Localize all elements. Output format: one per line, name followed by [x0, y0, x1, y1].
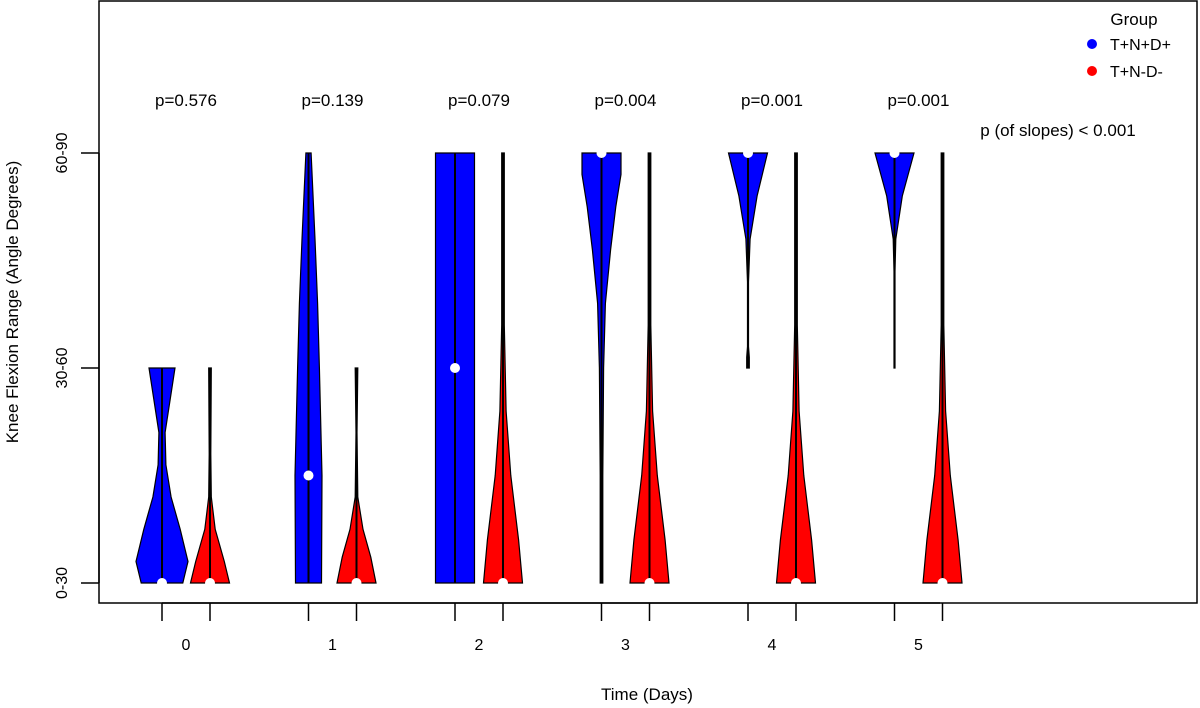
median-point [743, 148, 753, 158]
median-point [498, 578, 508, 588]
x-axis: 0 1 2 3 4 5 [161, 602, 944, 654]
legend-label: T+N-D- [1110, 64, 1163, 81]
median-point [596, 148, 607, 158]
p-value-label: p=0.576 [155, 91, 217, 110]
x-tick-label: 1 [328, 637, 337, 654]
legend: Group T+N+D+ T+N-D- [1087, 10, 1171, 81]
legend-label: T+N+D+ [1110, 37, 1171, 54]
median-point [791, 578, 801, 588]
median-point [937, 578, 948, 588]
median-point [889, 148, 900, 158]
median-point [303, 470, 314, 481]
p-value-label: p=0.001 [888, 91, 950, 110]
x-tick-label: 4 [768, 637, 777, 654]
violins-layer [135, 148, 963, 588]
p-value-label: p=0.004 [595, 91, 657, 110]
y-axis-title: Knee Flexion Range (Angle Degrees) [3, 161, 22, 444]
y-axis: 0-30 30-60 60-90 [54, 132, 100, 599]
median-point [351, 578, 362, 588]
p-value-label: p=0.001 [741, 91, 803, 110]
x-axis-title: Time (Days) [601, 685, 693, 704]
legend-title: Group [1110, 10, 1157, 29]
slope-annotation: p (of slopes) < 0.001 [980, 121, 1135, 140]
y-tick-label: 60-90 [54, 132, 71, 173]
legend-marker [1087, 39, 1097, 49]
p-value-label: p=0.079 [448, 91, 510, 110]
y-tick-label: 0-30 [54, 567, 71, 599]
median-point [644, 578, 655, 588]
x-tick-label: 5 [914, 637, 923, 654]
p-values-layer: p=0.576 p=0.139 p=0.079 p=0.004 p=0.001 p=0.0… [155, 91, 949, 110]
median-point [205, 578, 215, 588]
y-tick-label: 30-60 [54, 347, 71, 388]
x-tick-label: 2 [475, 637, 484, 654]
p-value-label: p=0.139 [302, 91, 364, 110]
median-point [157, 578, 167, 588]
median-point [450, 363, 460, 373]
x-tick-label: 3 [621, 637, 630, 654]
x-tick-label: 0 [182, 637, 191, 654]
legend-marker [1087, 66, 1097, 76]
